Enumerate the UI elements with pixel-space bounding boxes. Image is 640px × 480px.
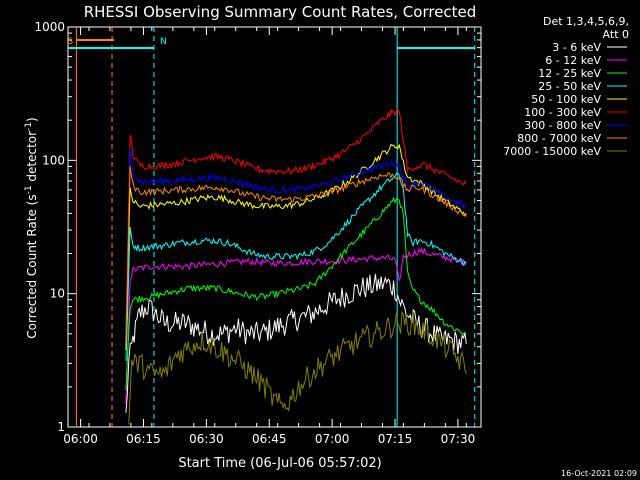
y-tick-label: 100 — [42, 153, 65, 167]
legend-label: 100 - 300 keV — [524, 106, 601, 119]
series-line-0 — [125, 273, 467, 413]
y-axis-label-part2: detector — [25, 131, 39, 186]
legend-header-1: Det 1,3,4,5,6,9, — [543, 15, 629, 28]
legend-label: 12 - 25 keV — [538, 67, 601, 80]
axis-ticks — [68, 27, 481, 428]
x-tick-label: 07:30 — [441, 432, 476, 446]
series-line-8 — [128, 310, 467, 425]
x-tick-label: 06:15 — [126, 432, 161, 446]
series-lines — [125, 108, 467, 425]
y-axis-label-part3: ) — [25, 117, 39, 122]
series-line-3 — [125, 172, 467, 361]
x-axis-label: Start Time (06-Jul-06 05:57:02) — [178, 456, 381, 471]
legend-label: 50 - 100 keV — [531, 93, 601, 106]
legend-label: 6 - 12 keV — [545, 54, 601, 67]
legend-header-2: Att 0 — [603, 28, 629, 41]
y-axis-label-part1: Corrected Count Rate (s — [25, 194, 39, 338]
y-tick-labels: 1 10 100 1000 — [34, 20, 65, 434]
y-axis-label-sup2: -1 — [24, 122, 34, 131]
legend-label: 800 - 7000 keV — [517, 132, 601, 145]
legend-label: 3 - 6 keV — [552, 41, 601, 54]
series-line-7 — [125, 166, 467, 343]
legend-label: 25 - 50 keV — [538, 80, 601, 93]
series-line-6 — [125, 147, 467, 341]
x-tick-label: 06:45 — [252, 432, 287, 446]
series-line-2 — [125, 196, 467, 391]
chart-title: RHESSI Observing Summary Count Rates, Co… — [84, 3, 477, 21]
x-tick-label: 06:30 — [189, 432, 224, 446]
x-tick-labels: 06:00 06:15 06:30 06:45 07:00 07:15 07:30 — [63, 432, 475, 446]
marker-label-s: S — [67, 37, 73, 47]
y-tick-label: 1 — [57, 420, 65, 434]
y-axis-label: Corrected Count Rate (s-1 detector-1) — [24, 117, 39, 338]
footer-timestamp: 16-Oct-2021 02:09 — [561, 469, 637, 478]
legend-label: 7000 - 15000 keV — [503, 145, 601, 158]
series-line-4 — [125, 143, 467, 351]
x-tick-label: 06:00 — [63, 432, 98, 446]
legend-label: 300 - 800 keV — [524, 119, 601, 132]
series-line-1 — [125, 246, 467, 404]
plot-frame — [67, 26, 482, 428]
x-tick-label: 07:00 — [315, 432, 350, 446]
y-tick-label: 1000 — [34, 20, 65, 34]
series-line-5 — [125, 108, 467, 332]
x-tick-label: 07:15 — [378, 432, 413, 446]
y-tick-label: 10 — [50, 287, 65, 301]
y-axis-label-sup1: -1 — [24, 185, 34, 194]
marker-label-n: N — [160, 37, 167, 47]
